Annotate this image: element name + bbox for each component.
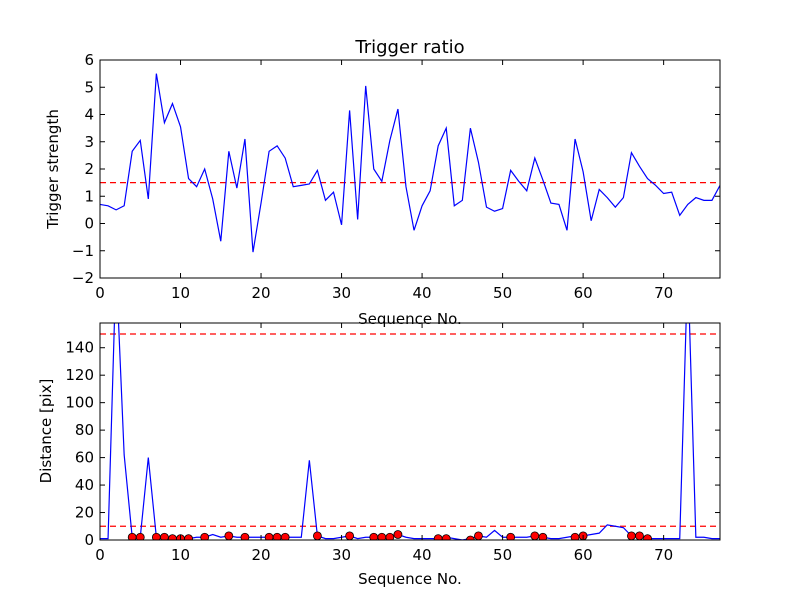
- axes-frame: [99, 322, 721, 541]
- y-tick-label: 60: [75, 449, 94, 467]
- data-point-marker: [224, 531, 234, 540]
- y-tick-label: 5: [84, 78, 94, 96]
- y-tick-label: −2: [72, 269, 94, 287]
- data-point-marker: [441, 534, 451, 540]
- y-tick-label: 40: [75, 476, 94, 494]
- y-tick-label: 140: [65, 339, 94, 357]
- y-tick-label: 3: [84, 133, 94, 151]
- x-tick-label: 50: [493, 546, 512, 564]
- x-axis-label: Sequence No.: [358, 570, 462, 588]
- x-tick-label: 20: [251, 284, 270, 302]
- x-tick-label: 0: [95, 284, 105, 302]
- y-tick-label: 2: [84, 160, 94, 178]
- x-tick-label: 60: [574, 284, 593, 302]
- y-tick-label: 120: [65, 366, 94, 384]
- x-tick-label: 30: [332, 284, 351, 302]
- x-tick-label: 60: [574, 546, 593, 564]
- x-tick-label: 70: [654, 284, 673, 302]
- data-series-line: [100, 73, 720, 253]
- x-tick-label: 40: [413, 284, 432, 302]
- data-point-marker: [506, 532, 516, 540]
- plot-area: [100, 323, 720, 540]
- distance-chart: Distance [pix] Sequence No. 0 10 20 30 40 50 6…: [37, 322, 721, 588]
- data-point-marker: [184, 534, 193, 540]
- data-point-marker: [643, 534, 652, 540]
- x-tick-label: 50: [493, 284, 512, 302]
- data-point-marker: [135, 532, 145, 540]
- y-tick-label: 100: [65, 394, 94, 412]
- data-point-marker: [393, 530, 403, 539]
- y-axis-label: Trigger strength: [44, 109, 62, 230]
- data-point-marker: [530, 531, 540, 540]
- data-point-marker: [474, 531, 483, 540]
- y-tick-label: 4: [84, 106, 94, 124]
- data-point-marker: [313, 531, 322, 540]
- y-axis-label: Distance [pix]: [37, 379, 55, 484]
- y-tick-label: 0: [84, 215, 94, 233]
- data-point-marker: [538, 532, 548, 540]
- data-point-marker: [240, 532, 250, 540]
- x-tick-label: 70: [654, 546, 673, 564]
- y-tick-label: 0: [84, 531, 94, 549]
- data-point-marker: [200, 532, 210, 540]
- data-point-marker: [280, 532, 290, 540]
- plot-area: [100, 73, 720, 253]
- y-tick-label: 20: [75, 504, 94, 522]
- data-point-marker: [635, 531, 644, 540]
- trigger-ratio-chart: Trigger ratio Trigger strength Sequence …: [44, 37, 721, 328]
- data-point-marker: [627, 531, 636, 540]
- x-axis-label: Sequence No.: [358, 310, 462, 328]
- y-tick-label: 6: [84, 51, 94, 69]
- x-tick-label: 10: [171, 546, 190, 564]
- data-point-marker: [465, 535, 475, 540]
- data-point-marker: [385, 532, 395, 540]
- data-point-marker: [345, 531, 355, 540]
- x-tick-label: 40: [413, 546, 432, 564]
- x-tick-label: 20: [251, 546, 270, 564]
- x-tick-label: 10: [171, 284, 190, 302]
- chart-title: Trigger ratio: [354, 37, 464, 58]
- x-tick-label: 0: [95, 546, 105, 564]
- x-tick-label: 30: [332, 546, 351, 564]
- y-tick-label: 1: [84, 187, 94, 205]
- y-tick-label: 80: [75, 421, 94, 439]
- y-tick-label: −1: [72, 242, 94, 260]
